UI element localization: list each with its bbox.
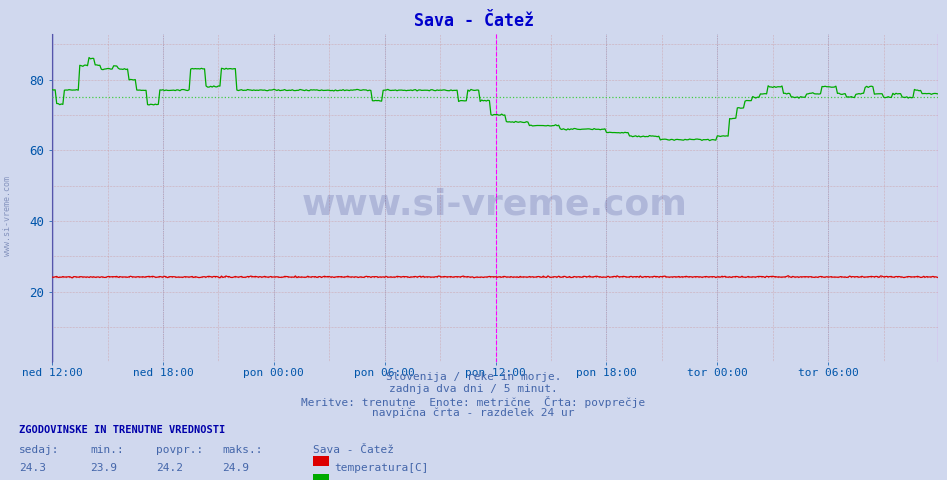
Text: navpična črta - razdelek 24 ur: navpična črta - razdelek 24 ur xyxy=(372,408,575,419)
Text: sedaj:: sedaj: xyxy=(19,445,60,455)
Text: Sava - Čatež: Sava - Čatež xyxy=(414,12,533,30)
Text: temperatura[C]: temperatura[C] xyxy=(334,463,429,473)
Text: 24.9: 24.9 xyxy=(223,463,250,473)
Text: Meritve: trenutne  Enote: metrične  Črta: povprečje: Meritve: trenutne Enote: metrične Črta: … xyxy=(301,396,646,408)
Text: maks.:: maks.: xyxy=(223,445,263,455)
Text: povpr.:: povpr.: xyxy=(156,445,204,455)
Text: 23.9: 23.9 xyxy=(90,463,117,473)
Text: Sava - Čatež: Sava - Čatež xyxy=(313,445,394,455)
Text: Slovenija / reke in morje.: Slovenija / reke in morje. xyxy=(385,372,562,382)
Text: min.:: min.: xyxy=(90,445,124,455)
Text: 24.3: 24.3 xyxy=(19,463,46,473)
Text: www.si-vreme.com: www.si-vreme.com xyxy=(3,176,12,256)
Text: zadnja dva dni / 5 minut.: zadnja dva dni / 5 minut. xyxy=(389,384,558,394)
Text: 24.2: 24.2 xyxy=(156,463,184,473)
Text: ZGODOVINSKE IN TRENUTNE VREDNOSTI: ZGODOVINSKE IN TRENUTNE VREDNOSTI xyxy=(19,425,225,435)
Text: www.si-vreme.com: www.si-vreme.com xyxy=(302,188,688,222)
